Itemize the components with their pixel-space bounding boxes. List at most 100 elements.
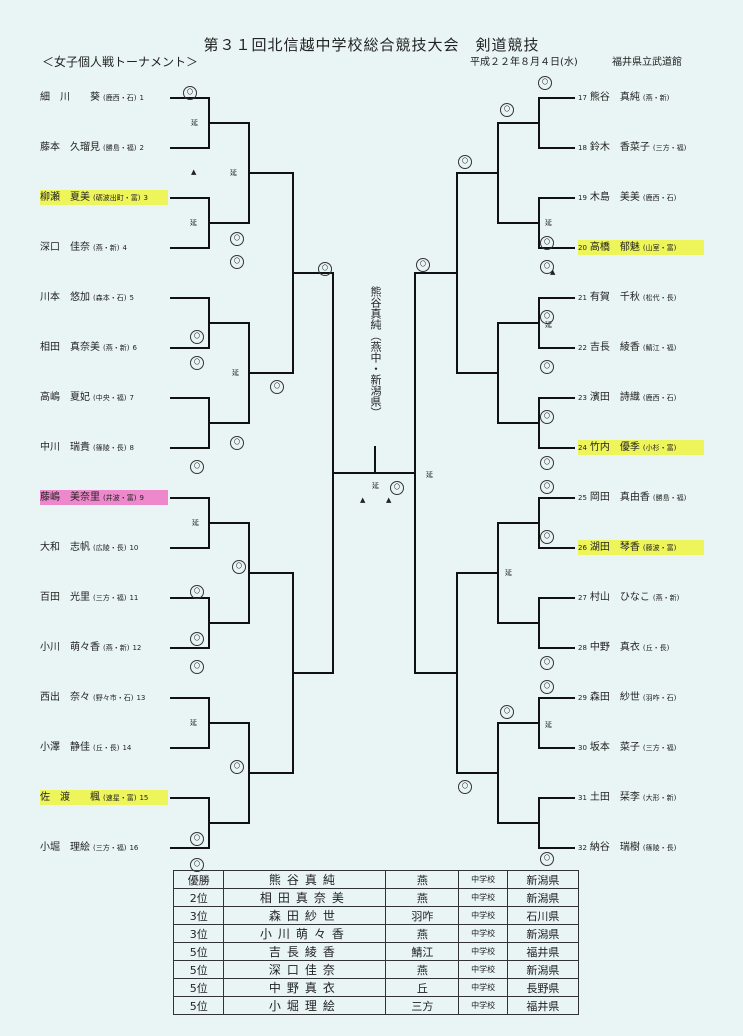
result-name: 中野真衣 [223, 978, 387, 997]
result-type: 中学校 [458, 942, 508, 961]
player-school: (小杉・富) [642, 444, 677, 452]
player-name: 小堀 理絵 [40, 842, 90, 853]
player-name: 小澤 静佳 [40, 742, 90, 753]
result-school: 丘 [385, 978, 460, 997]
bracket-line [538, 147, 575, 149]
bracket-line [538, 447, 575, 449]
event-date: 平成２２年８月４日(水) [470, 57, 578, 68]
result-name: 小堀理絵 [223, 996, 387, 1015]
right-player-27: 27 村山 ひなこ (燕・新) [578, 590, 704, 605]
bracket-line [538, 247, 575, 249]
result-rank: 5位 [172, 942, 225, 961]
player-name: 西出 奈々 [40, 692, 90, 703]
player-school: (山室・富) [642, 244, 677, 252]
result-rank: 2位 [172, 888, 225, 907]
bracket-line [538, 747, 575, 749]
player-number: 13 [136, 694, 146, 702]
player-name: 木島 美美 [589, 192, 640, 203]
player-school: (三方・福) [652, 144, 687, 152]
player-number: 21 [578, 294, 587, 302]
bracket-line [208, 422, 248, 424]
left-player-8: 中川 瑞貴 (篠陵・長) 8 [40, 440, 168, 455]
right-player-26: 26 湖田 琴香 (藤波・富) [578, 540, 704, 555]
player-name: 中川 瑞貴 [40, 442, 90, 453]
extension-mark: 延 [190, 219, 197, 227]
bracket-line [497, 722, 538, 724]
win-mark: 〇 [540, 852, 554, 866]
result-type: 中学校 [458, 870, 508, 889]
player-name: 納谷 瑞樹 [589, 842, 640, 853]
bracket-line [538, 97, 575, 99]
bracket-line [456, 372, 497, 374]
player-number: 32 [578, 844, 587, 852]
bracket-line [170, 747, 208, 749]
result-pref: 新潟県 [506, 924, 580, 943]
player-number: 15 [139, 794, 149, 802]
tournament-subtitle: ＜女子個人戦トーナメント＞ [42, 55, 199, 69]
bracket-line [497, 322, 538, 324]
player-school: (羽咋・石) [642, 694, 677, 702]
player-number: 2 [139, 144, 144, 152]
win-mark: 〇 [270, 380, 284, 394]
player-number: 26 [578, 544, 587, 552]
bracket-line [208, 322, 248, 324]
win-mark: 〇 [416, 258, 430, 272]
result-row: 優勝 熊谷真純燕中学校 新潟県 [172, 870, 580, 889]
player-name: 竹内 優季 [589, 442, 640, 453]
result-pref: 福井県 [506, 996, 580, 1015]
player-name: 小川 萌々香 [40, 642, 100, 653]
bracket-line [170, 597, 208, 599]
player-school: (三方・福) [642, 744, 677, 752]
bracket-line [538, 597, 540, 649]
player-name: 百田 光里 [40, 592, 90, 603]
result-pref: 新潟県 [506, 960, 580, 979]
result-rank: 3位 [172, 906, 225, 925]
player-school: (三方・福) [93, 844, 127, 852]
left-player-12: 小川 萌々香 (燕・新) 12 [40, 640, 168, 655]
win-mark: 〇 [190, 660, 204, 674]
player-number: 10 [129, 544, 139, 552]
player-school: (丘・長) [93, 744, 120, 752]
bracket-line [170, 547, 208, 549]
win-mark: 〇 [458, 780, 472, 794]
triangle-mark: ▲ [191, 168, 197, 176]
player-number: 19 [578, 194, 587, 202]
win-mark: 〇 [540, 260, 554, 274]
bracket-line [497, 722, 499, 824]
bracket-line [538, 797, 540, 849]
right-player-30: 30 坂本 菜子 (三方・福) [578, 740, 704, 755]
player-name: 藤本 久瑠見 [40, 142, 100, 153]
result-row: 3位 小川萌々香燕中学校 新潟県 [172, 924, 580, 943]
player-school: (鹿西・石) [103, 94, 137, 102]
bracket-line [170, 197, 208, 199]
left-player-3: 柳瀬 夏美 (砺波出町・富) 3 [40, 190, 168, 205]
win-mark: 〇 [390, 481, 404, 495]
bracket-line [497, 122, 538, 124]
left-player-7: 高嶋 夏妃 (中央・福) 7 [40, 390, 168, 405]
player-number: 20 [578, 244, 587, 252]
player-school: (井波・富) [103, 494, 137, 502]
result-rank: 5位 [172, 960, 225, 979]
extension-mark: 延 [190, 719, 197, 727]
result-pref: 長野県 [506, 978, 580, 997]
result-rank: 5位 [172, 996, 225, 1015]
player-school: (砺波出町・富) [93, 194, 141, 202]
win-mark: 〇 [183, 86, 197, 100]
player-name: 土田 栞李 [589, 792, 640, 803]
result-name: 深口佳奈 [223, 960, 387, 979]
player-number: 17 [578, 94, 587, 102]
win-mark: 〇 [190, 356, 204, 370]
player-school: (勝島・福) [103, 144, 137, 152]
player-name: 高嶋 夏妃 [40, 392, 90, 403]
player-school: (三方・福) [93, 594, 127, 602]
right-player-21: 21 有賀 千秋 (松代・長) [578, 290, 704, 305]
champion-vertical-text: 熊谷真純（燕中・新潟県） [364, 286, 386, 422]
player-name: 深口 佳奈 [40, 242, 90, 253]
win-mark: 〇 [458, 155, 472, 169]
extension-mark: 延 [545, 721, 552, 729]
result-pref: 新潟県 [506, 870, 580, 889]
result-row: 3位 森田紗世 羽咋 中学校 石川県 [172, 906, 580, 925]
right-player-31: 31 土田 栞李 (大形・新) [578, 790, 704, 805]
player-school: (松代・長) [642, 294, 677, 302]
bracket-line [538, 697, 575, 699]
